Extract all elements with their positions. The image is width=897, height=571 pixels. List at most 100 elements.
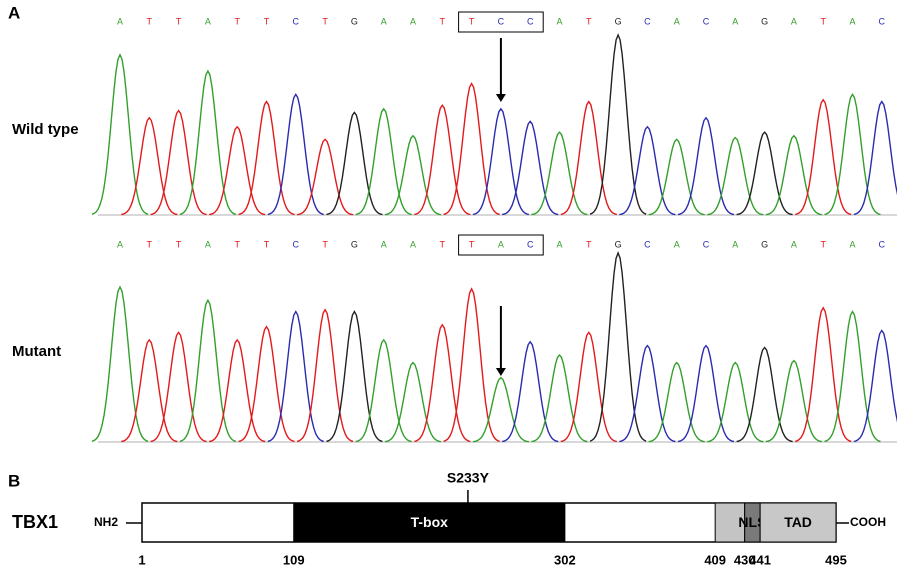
peak <box>737 348 793 442</box>
base-call: G <box>615 239 622 249</box>
peak <box>619 127 675 215</box>
base-call: A <box>498 239 504 249</box>
base-call: A <box>117 239 123 249</box>
peak <box>707 363 763 442</box>
trace-label: Mutant <box>12 343 61 360</box>
base-call: A <box>674 239 680 249</box>
position-label: 495 <box>825 552 847 567</box>
base-call: A <box>381 239 387 249</box>
base-call: T <box>586 16 592 26</box>
peak <box>678 346 734 442</box>
panel-label: B <box>8 471 20 490</box>
base-call: T <box>440 239 446 249</box>
base-call: C <box>644 239 651 249</box>
figure: A B Wild type A T T A T T C T G A A T T C C A T G C A C A G A T A C… <box>0 0 897 571</box>
base-call: T <box>176 239 182 249</box>
peak <box>180 300 236 441</box>
base-call: G <box>351 16 358 26</box>
domain-label: TAD <box>784 514 812 530</box>
base-call: C <box>293 16 300 26</box>
base-call: C <box>498 16 505 26</box>
base-call: T <box>322 16 328 26</box>
base-call: G <box>761 239 768 249</box>
base-call: T <box>469 239 475 249</box>
trace-label: Wild type <box>12 121 79 138</box>
base-call: C <box>527 16 534 26</box>
peak <box>92 287 148 441</box>
peak <box>414 325 470 442</box>
base-call: T <box>234 16 240 26</box>
base-call: T <box>264 16 270 26</box>
base-call: C <box>703 239 710 249</box>
base-call: A <box>732 239 738 249</box>
peak <box>385 363 441 442</box>
base-call: A <box>205 16 211 26</box>
base-call: T <box>234 239 240 249</box>
peak <box>239 102 295 215</box>
mutation-label: S233Y <box>447 470 490 486</box>
peak <box>532 132 588 214</box>
peak <box>649 139 705 214</box>
peak <box>678 118 734 215</box>
peak <box>180 71 236 214</box>
base-call: A <box>117 16 123 26</box>
peak <box>444 289 500 441</box>
position-label: 109 <box>283 552 305 567</box>
c-terminus: COOH <box>850 515 886 529</box>
protein-name: TBX1 <box>12 512 58 532</box>
base-call: A <box>205 239 211 249</box>
base-call: T <box>147 239 153 249</box>
base-call: A <box>674 16 680 26</box>
peak <box>590 253 646 441</box>
base-call: A <box>791 16 797 26</box>
base-call: T <box>586 239 592 249</box>
base-call: T <box>440 16 446 26</box>
peak <box>356 340 412 442</box>
peak <box>209 340 265 442</box>
base-call: A <box>556 239 562 249</box>
base-call: A <box>849 16 855 26</box>
base-call: C <box>879 239 886 249</box>
base-call: C <box>293 239 300 249</box>
base-call: A <box>791 239 797 249</box>
peak <box>590 35 646 214</box>
peak <box>707 138 763 215</box>
base-call: T <box>264 239 270 249</box>
base-call: T <box>322 239 328 249</box>
base-call: A <box>556 16 562 26</box>
arrow-head <box>496 94 506 102</box>
base-call: T <box>176 16 182 26</box>
base-call: A <box>381 16 387 26</box>
peak <box>414 105 470 214</box>
peak <box>502 342 558 442</box>
peak <box>854 102 897 215</box>
peak <box>854 331 897 442</box>
base-call: A <box>410 16 416 26</box>
base-call: G <box>615 16 622 26</box>
peak <box>92 55 148 215</box>
peak <box>444 84 500 215</box>
base-call: A <box>732 16 738 26</box>
base-call: T <box>147 16 153 26</box>
base-call: G <box>761 16 768 26</box>
peak <box>385 136 441 215</box>
position-label: 409 <box>704 552 726 567</box>
position-label: 441 <box>749 552 771 567</box>
base-call: C <box>527 239 534 249</box>
domain-label: T-box <box>411 514 449 530</box>
position-label: 1 <box>138 552 145 567</box>
base-call: A <box>410 239 416 249</box>
base-call: T <box>820 16 826 26</box>
base-call: C <box>644 16 651 26</box>
arrow-head <box>496 368 506 376</box>
base-call: A <box>849 239 855 249</box>
n-terminus: NH2 <box>94 515 118 529</box>
panel-label: A <box>8 3 20 22</box>
peak <box>649 363 705 442</box>
position-label: 302 <box>554 552 576 567</box>
base-call: C <box>703 16 710 26</box>
base-call: T <box>820 239 826 249</box>
peak <box>532 355 588 442</box>
base-call: T <box>469 16 475 26</box>
base-call: C <box>879 16 886 26</box>
